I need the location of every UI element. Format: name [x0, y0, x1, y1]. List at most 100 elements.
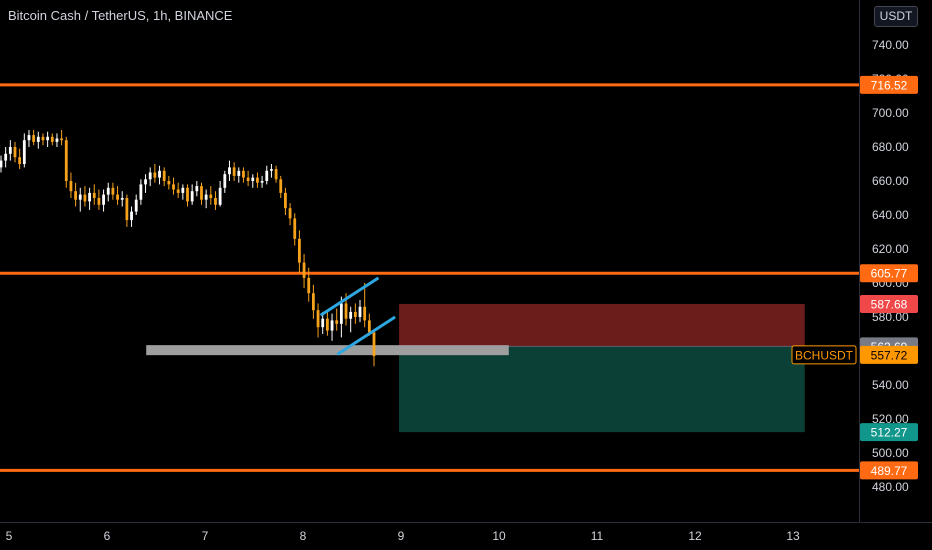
- candle-body: [228, 167, 231, 175]
- channel-trendline[interactable]: [336, 315, 396, 356]
- y-tick-label: 640.00: [872, 208, 909, 222]
- candle-body: [214, 198, 217, 205]
- candle: [186, 184, 189, 207]
- level-price-tag-bg: [860, 461, 918, 480]
- stop-price-tag-bg: [860, 294, 918, 313]
- candle: [270, 164, 273, 178]
- candle: [69, 172, 73, 198]
- candle-body: [8, 147, 12, 154]
- candle-body: [274, 169, 278, 180]
- target-price-tag: 512.27: [860, 423, 918, 442]
- candle: [237, 167, 241, 183]
- candle-body: [200, 186, 203, 200]
- candle: [32, 130, 36, 146]
- y-tick-label: 740.00: [872, 38, 909, 52]
- candle-body: [349, 311, 353, 319]
- candle-body: [116, 194, 119, 200]
- candle-body: [172, 184, 175, 190]
- candle: [0, 155, 3, 173]
- candle: [242, 167, 245, 183]
- candle: [279, 175, 283, 198]
- y-tick-label: 520.00: [872, 412, 909, 426]
- candle-body: [153, 172, 157, 178]
- level-price-tag: 489.77: [860, 461, 918, 480]
- candle-body: [167, 181, 171, 185]
- x-tick-label: 7: [202, 529, 209, 543]
- candle: [256, 172, 259, 188]
- channel-trendline[interactable]: [319, 276, 380, 317]
- candle: [298, 230, 301, 273]
- x-tick-label: 10: [492, 529, 506, 543]
- candle-body: [134, 199, 138, 212]
- x-tick-label: 9: [398, 529, 405, 543]
- candle-body: [218, 187, 222, 205]
- candle: [325, 310, 329, 336]
- currency-badge[interactable]: USDT: [874, 6, 918, 27]
- candle-body: [69, 181, 73, 192]
- candle-body: [330, 320, 334, 331]
- candle-body: [102, 194, 105, 205]
- candle: [307, 267, 311, 302]
- candle-body: [46, 136, 50, 141]
- candle-body: [0, 160, 3, 168]
- candle-body: [32, 135, 36, 142]
- candle-body: [106, 187, 110, 195]
- candle-body: [311, 293, 315, 311]
- candle-body: [298, 238, 301, 263]
- candle-body: [18, 157, 22, 164]
- symbol-tag-bg: [791, 345, 857, 365]
- candle-body: [74, 191, 77, 200]
- candle-body: [186, 187, 189, 202]
- stop-loss-zone[interactable]: [399, 303, 805, 347]
- candle: [88, 187, 91, 210]
- candle: [92, 184, 96, 205]
- candle: [97, 189, 101, 210]
- stop-price-tag-text: 587.68: [871, 297, 908, 311]
- candle-body: [88, 192, 91, 202]
- candle: [41, 133, 45, 146]
- candle-body: [344, 303, 348, 319]
- candle-body: [279, 179, 283, 193]
- candle-body: [83, 194, 87, 202]
- candle: [228, 160, 231, 181]
- candle-body: [4, 153, 8, 161]
- target-price-tag-bg: [860, 423, 918, 442]
- candle: [288, 203, 292, 226]
- candle-body: [256, 177, 259, 183]
- take-profit-zone[interactable]: [399, 346, 805, 433]
- candle: [214, 191, 217, 210]
- candle: [102, 189, 105, 212]
- x-tick-label: 13: [786, 529, 800, 543]
- candle-body: [55, 138, 59, 142]
- candle: [4, 147, 8, 168]
- candle: [265, 165, 269, 185]
- candle-body: [265, 170, 269, 181]
- candle: [209, 186, 213, 205]
- candle: [22, 133, 26, 168]
- last-price-tag-bg: [860, 345, 918, 364]
- candle: [158, 165, 161, 185]
- candle: [172, 177, 175, 195]
- candle-body: [130, 211, 133, 221]
- y-tick-label: 700.00: [872, 106, 909, 120]
- candle: [55, 133, 59, 147]
- candle: [78, 187, 82, 212]
- candle: [218, 181, 222, 207]
- candle-body: [158, 170, 161, 178]
- level-price-tag-bg: [860, 264, 918, 283]
- support-band[interactable]: [146, 345, 509, 356]
- candle-body: [293, 218, 297, 239]
- candle: [223, 170, 227, 193]
- candle: [18, 148, 22, 170]
- candle: [125, 194, 129, 227]
- candle-body: [181, 187, 185, 193]
- candle: [274, 165, 278, 183]
- candle-body: [176, 189, 180, 193]
- candle-body: [190, 191, 194, 202]
- candle-body: [41, 136, 45, 141]
- candle-body: [260, 181, 264, 183]
- candle: [106, 182, 110, 202]
- candle: [134, 194, 138, 215]
- candle: [353, 303, 357, 324]
